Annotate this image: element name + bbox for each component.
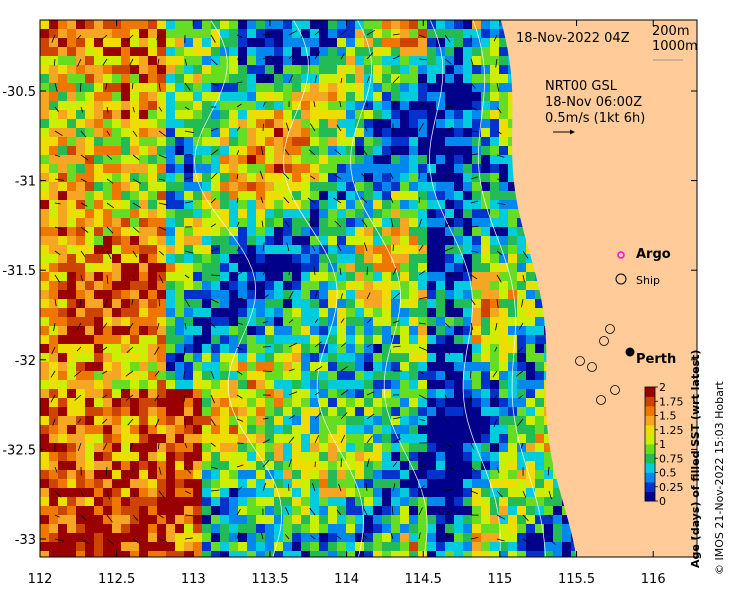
colorbar-segment: [645, 444, 655, 454]
colorbar-segment: [645, 435, 655, 445]
x-tick-label: 112: [28, 572, 53, 587]
colorbar-segment: [645, 454, 655, 464]
x-tick-label: 115.5: [558, 572, 595, 587]
colorbar-segment: [645, 482, 655, 492]
current-arrow: [263, 124, 264, 131]
current-arrow: [367, 267, 368, 275]
y-tick-label: -32: [15, 354, 36, 369]
colorbar-segment: [645, 387, 655, 397]
x-tick-label: 113.5: [251, 572, 288, 587]
colorbar-segment: [645, 473, 655, 483]
y-tick-label: -33: [15, 533, 36, 548]
colorbar-segment: [645, 425, 655, 435]
x-tick-label: 113: [181, 572, 206, 587]
y-tick-label: -30.5: [2, 85, 36, 100]
colorbar-segment: [645, 463, 655, 473]
colorbar-tick-label: 1.25: [659, 424, 684, 437]
current-arrow: [341, 459, 342, 467]
contour-label-200: 200m: [652, 24, 689, 39]
x-tick-label: 115: [487, 572, 512, 587]
colorbar-segment: [645, 492, 655, 502]
perth-marker: [626, 348, 635, 357]
colorbar-tick-label: 0: [659, 495, 666, 508]
current-time-label: 18-Nov 06:00Z: [545, 95, 642, 111]
current-arrow: [393, 245, 394, 251]
current-arrow: [471, 395, 472, 402]
copyright-credit: © IMOS 21-Nov-2022 15:03 Hobart: [713, 381, 726, 575]
colorbar-tick-label: 1.75: [659, 395, 684, 408]
y-tick-label: -31: [15, 175, 36, 190]
y-tick-label: -32.5: [2, 443, 36, 458]
x-tick-label: 112.5: [98, 572, 135, 587]
colorbar-tick-label: 1: [659, 438, 666, 451]
contour-label-1000: 1000m: [652, 39, 698, 54]
colorbar-segment: [645, 406, 655, 416]
city-label: Perth: [636, 352, 676, 368]
current-scale-label: 0.5m/s (1kt 6h): [545, 111, 645, 127]
x-tick-label: 116: [641, 572, 666, 587]
colorbar-tick-label: 2: [659, 381, 666, 394]
current-source-label: NRT00 GSL: [545, 79, 617, 95]
argo-legend-label: Argo: [636, 247, 671, 263]
ship-legend-label: Ship: [636, 273, 660, 289]
colorbar-segment: [645, 416, 655, 426]
x-tick-label: 114.5: [405, 572, 442, 587]
x-tick-label: 114: [334, 572, 359, 587]
y-tick-label: -31.5: [2, 264, 36, 279]
colorbar-segment: [645, 397, 655, 407]
colorbar-tick-label: 0.75: [659, 452, 684, 465]
colorbar-tick-label: 1.5: [659, 410, 677, 423]
colorbar-title: Age (days) of filled SST (wrt latest): [689, 350, 702, 568]
date-label: 18-Nov-2022 04Z: [516, 31, 630, 47]
colorbar-tick-label: 0.5: [659, 467, 677, 480]
colorbar-tick-label: 0.25: [659, 481, 684, 494]
